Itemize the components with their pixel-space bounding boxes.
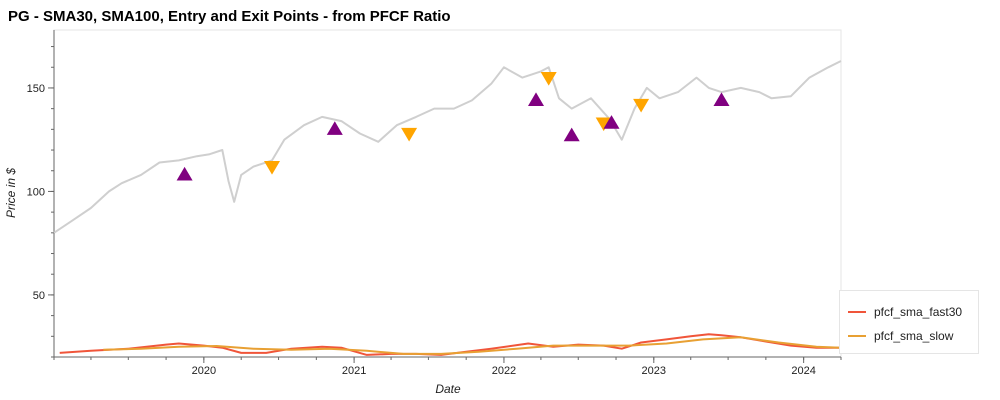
plot-frame: [53, 29, 842, 358]
exit-marker: [633, 98, 650, 113]
entry-marker: [326, 121, 343, 135]
legend: pfcf_sma_fast30 pfcf_sma_slow: [839, 290, 979, 354]
x-tick-label: 2022: [492, 365, 516, 377]
legend-swatch-fast: [848, 311, 866, 313]
y-tick-label: 150: [27, 83, 45, 95]
entry-marker: [603, 115, 620, 129]
exit-marker: [595, 117, 612, 132]
entry-marker: [176, 166, 193, 181]
x-tick-label: 2024: [791, 365, 815, 377]
legend-swatch-slow: [848, 335, 866, 337]
x-tick-label: 2023: [642, 365, 666, 377]
legend-label-slow: pfcf_sma_slow: [874, 329, 954, 343]
x-tick-label: 2020: [192, 365, 216, 377]
axes-layer: 50 100 150 2020 2021 2022 2023 2024: [27, 30, 842, 377]
exit-marker: [264, 161, 280, 175]
legend-item-fast[interactable]: pfcf_sma_fast30: [848, 303, 962, 321]
price-line: [53, 60, 842, 234]
chart-title: PG - SMA30, SMA100, Entry and Exit Point…: [8, 8, 451, 25]
entry-marker: [713, 92, 730, 106]
x-axis-title: Date: [435, 382, 461, 396]
entry-marker: [563, 127, 580, 142]
exit-marker: [540, 72, 557, 86]
legend-item-slow[interactable]: pfcf_sma_slow: [848, 327, 953, 345]
x-tick-label: 2021: [342, 365, 366, 377]
y-tick-label: 50: [33, 290, 45, 302]
y-tick-label: 100: [27, 186, 45, 198]
legend-label-fast: pfcf_sma_fast30: [874, 305, 963, 319]
entry-marker: [528, 92, 544, 106]
sma-slow-line: [103, 336, 842, 355]
series-layer: [53, 60, 842, 356]
y-axis-title: Price in $: [4, 168, 18, 218]
exit-marker: [401, 127, 418, 142]
marker-layer: [176, 72, 730, 181]
